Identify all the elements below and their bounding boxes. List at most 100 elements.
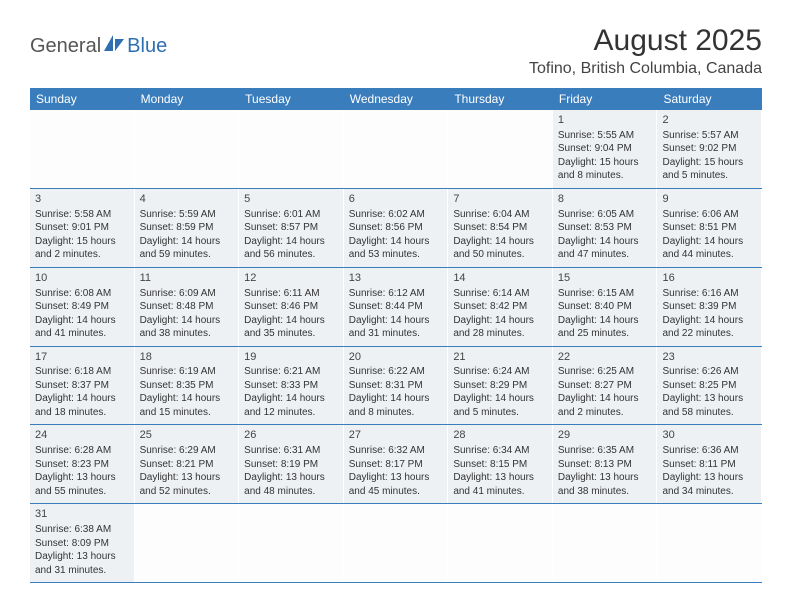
daylight-text: Daylight: 13 hours — [662, 471, 756, 485]
daylight-text: and 35 minutes. — [244, 327, 338, 341]
daylight-text: and 41 minutes. — [453, 485, 547, 499]
daylight-text: Daylight: 14 hours — [140, 392, 234, 406]
day-cell: 14Sunrise: 6:14 AMSunset: 8:42 PMDayligh… — [448, 268, 553, 346]
day-number: 25 — [140, 428, 234, 443]
logo-text-2: Blue — [127, 35, 167, 58]
month-title: August 2025 — [529, 24, 762, 58]
daylight-text: Daylight: 14 hours — [35, 314, 129, 328]
day-cell: 31Sunrise: 6:38 AMSunset: 8:09 PMDayligh… — [30, 504, 135, 582]
day-cell-empty — [448, 504, 553, 582]
day-cell-empty — [135, 110, 240, 188]
day-number: 2 — [662, 113, 756, 128]
day-cell: 4Sunrise: 5:59 AMSunset: 8:59 PMDaylight… — [135, 189, 240, 267]
day-number: 5 — [244, 192, 338, 207]
day-number: 15 — [558, 271, 652, 286]
sunset-text: Sunset: 8:31 PM — [349, 379, 443, 393]
day-cell: 29Sunrise: 6:35 AMSunset: 8:13 PMDayligh… — [553, 425, 658, 503]
sunset-text: Sunset: 8:42 PM — [453, 300, 547, 314]
daylight-text: Daylight: 14 hours — [662, 314, 756, 328]
day-number: 17 — [35, 350, 129, 365]
weekday-label: Friday — [553, 88, 658, 110]
day-cell: 28Sunrise: 6:34 AMSunset: 8:15 PMDayligh… — [448, 425, 553, 503]
daylight-text: Daylight: 15 hours — [662, 156, 756, 170]
sunset-text: Sunset: 8:29 PM — [453, 379, 547, 393]
sunrise-text: Sunrise: 6:02 AM — [349, 208, 443, 222]
day-number: 19 — [244, 350, 338, 365]
day-number: 24 — [35, 428, 129, 443]
sunset-text: Sunset: 8:09 PM — [35, 537, 129, 551]
day-number: 23 — [662, 350, 756, 365]
daylight-text: Daylight: 14 hours — [349, 314, 443, 328]
week-row: 31Sunrise: 6:38 AMSunset: 8:09 PMDayligh… — [30, 504, 762, 583]
day-cell: 16Sunrise: 6:16 AMSunset: 8:39 PMDayligh… — [657, 268, 762, 346]
sunset-text: Sunset: 9:01 PM — [35, 221, 129, 235]
sunrise-text: Sunrise: 6:28 AM — [35, 444, 129, 458]
day-cell: 26Sunrise: 6:31 AMSunset: 8:19 PMDayligh… — [239, 425, 344, 503]
day-cell: 13Sunrise: 6:12 AMSunset: 8:44 PMDayligh… — [344, 268, 449, 346]
sunrise-text: Sunrise: 6:21 AM — [244, 365, 338, 379]
sunrise-text: Sunrise: 5:59 AM — [140, 208, 234, 222]
day-cell: 15Sunrise: 6:15 AMSunset: 8:40 PMDayligh… — [553, 268, 658, 346]
sunrise-text: Sunrise: 6:01 AM — [244, 208, 338, 222]
daylight-text: Daylight: 14 hours — [558, 392, 652, 406]
sunset-text: Sunset: 8:37 PM — [35, 379, 129, 393]
sunrise-text: Sunrise: 6:15 AM — [558, 287, 652, 301]
daylight-text: and 5 minutes. — [662, 169, 756, 183]
day-cell: 2Sunrise: 5:57 AMSunset: 9:02 PMDaylight… — [657, 110, 762, 188]
day-cell-empty — [239, 110, 344, 188]
day-cell-empty — [30, 110, 135, 188]
daylight-text: and 31 minutes. — [349, 327, 443, 341]
logo-text-1: General — [30, 35, 101, 58]
daylight-text: Daylight: 14 hours — [244, 235, 338, 249]
day-cell-empty — [344, 504, 449, 582]
day-number: 14 — [453, 271, 547, 286]
day-number: 18 — [140, 350, 234, 365]
day-cell: 27Sunrise: 6:32 AMSunset: 8:17 PMDayligh… — [344, 425, 449, 503]
daylight-text: Daylight: 15 hours — [558, 156, 652, 170]
sunrise-text: Sunrise: 6:06 AM — [662, 208, 756, 222]
week-row: 24Sunrise: 6:28 AMSunset: 8:23 PMDayligh… — [30, 425, 762, 504]
day-cell: 23Sunrise: 6:26 AMSunset: 8:25 PMDayligh… — [657, 347, 762, 425]
daylight-text: Daylight: 13 hours — [140, 471, 234, 485]
daylight-text: Daylight: 13 hours — [35, 550, 129, 564]
sunrise-text: Sunrise: 6:25 AM — [558, 365, 652, 379]
sunrise-text: Sunrise: 6:05 AM — [558, 208, 652, 222]
day-cell: 3Sunrise: 5:58 AMSunset: 9:01 PMDaylight… — [30, 189, 135, 267]
day-cell: 25Sunrise: 6:29 AMSunset: 8:21 PMDayligh… — [135, 425, 240, 503]
sunset-text: Sunset: 8:59 PM — [140, 221, 234, 235]
day-number: 20 — [349, 350, 443, 365]
sunrise-text: Sunrise: 6:31 AM — [244, 444, 338, 458]
weekday-label: Tuesday — [239, 88, 344, 110]
sunset-text: Sunset: 8:11 PM — [662, 458, 756, 472]
daylight-text: Daylight: 14 hours — [558, 314, 652, 328]
sunrise-text: Sunrise: 6:22 AM — [349, 365, 443, 379]
day-number: 1 — [558, 113, 652, 128]
sunset-text: Sunset: 8:35 PM — [140, 379, 234, 393]
day-number: 9 — [662, 192, 756, 207]
daylight-text: and 18 minutes. — [35, 406, 129, 420]
daylight-text: and 22 minutes. — [662, 327, 756, 341]
daylight-text: and 25 minutes. — [558, 327, 652, 341]
daylight-text: and 44 minutes. — [662, 248, 756, 262]
day-number: 30 — [662, 428, 756, 443]
day-number: 29 — [558, 428, 652, 443]
day-cell: 21Sunrise: 6:24 AMSunset: 8:29 PMDayligh… — [448, 347, 553, 425]
daylight-text: Daylight: 14 hours — [349, 235, 443, 249]
daylight-text: and 38 minutes. — [558, 485, 652, 499]
sail-icon — [103, 34, 125, 58]
sunrise-text: Sunrise: 6:04 AM — [453, 208, 547, 222]
daylight-text: and 48 minutes. — [244, 485, 338, 499]
day-cell-empty — [553, 504, 658, 582]
logo: General Blue — [30, 24, 167, 58]
sunset-text: Sunset: 8:27 PM — [558, 379, 652, 393]
sunset-text: Sunset: 9:04 PM — [558, 142, 652, 156]
daylight-text: and 15 minutes. — [140, 406, 234, 420]
daylight-text: Daylight: 13 hours — [662, 392, 756, 406]
sunrise-text: Sunrise: 6:34 AM — [453, 444, 547, 458]
sunrise-text: Sunrise: 6:36 AM — [662, 444, 756, 458]
daylight-text: and 55 minutes. — [35, 485, 129, 499]
daylight-text: and 50 minutes. — [453, 248, 547, 262]
title-block: August 2025 Tofino, British Columbia, Ca… — [529, 24, 762, 78]
day-number: 31 — [35, 507, 129, 522]
day-cell: 6Sunrise: 6:02 AMSunset: 8:56 PMDaylight… — [344, 189, 449, 267]
